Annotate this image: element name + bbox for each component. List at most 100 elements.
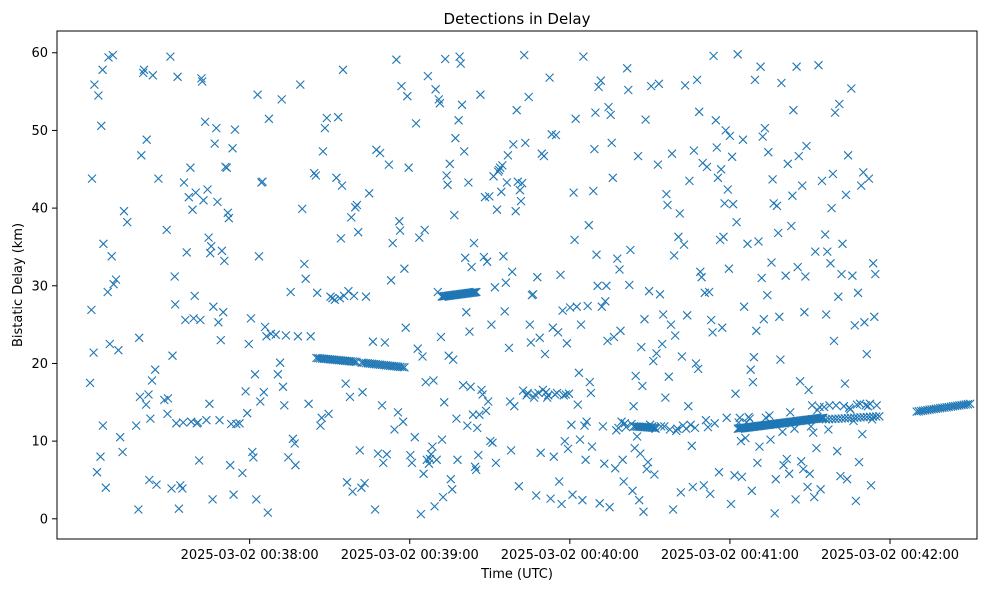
data-point <box>216 335 226 345</box>
data-point <box>664 372 674 382</box>
data-point <box>569 188 578 197</box>
data-point <box>828 169 838 179</box>
data-point <box>518 386 528 395</box>
data-point <box>146 414 155 423</box>
data-point <box>290 439 300 448</box>
data-point <box>714 467 724 477</box>
data-point <box>682 310 692 320</box>
data-point <box>571 114 581 124</box>
data-point <box>713 173 723 183</box>
data-point <box>621 422 631 432</box>
y-tick-label: 60 <box>31 46 48 61</box>
data-point <box>141 400 151 409</box>
data-point <box>709 51 718 61</box>
data-point <box>561 390 571 399</box>
data-point <box>779 460 788 470</box>
data-point <box>596 76 606 86</box>
data-point <box>810 247 820 256</box>
data-point <box>488 438 497 448</box>
data-point <box>218 307 228 317</box>
data-point <box>821 310 831 319</box>
data-point <box>85 378 95 388</box>
data-point <box>370 505 380 514</box>
data-point <box>738 135 748 145</box>
data-point <box>793 262 803 272</box>
data-point <box>855 399 865 409</box>
data-point <box>138 68 148 78</box>
data-point <box>591 108 600 117</box>
data-point <box>557 499 566 509</box>
data-point <box>318 147 328 156</box>
data-point <box>344 286 353 296</box>
data-point <box>600 296 610 306</box>
data-point <box>819 402 829 412</box>
data-point <box>711 115 721 125</box>
data-point <box>241 387 250 396</box>
data-point <box>825 401 834 410</box>
data-point <box>770 509 780 518</box>
data-point <box>108 50 118 60</box>
data-point <box>368 337 378 347</box>
data-point <box>410 432 420 442</box>
data-point <box>783 159 793 169</box>
data-point <box>748 377 758 387</box>
data-point <box>802 141 811 151</box>
data-point <box>390 425 399 434</box>
data-point <box>564 389 574 399</box>
data-point <box>559 390 569 400</box>
data-point <box>421 377 431 387</box>
data-point <box>553 328 563 337</box>
data-point <box>549 452 559 462</box>
data-point <box>560 436 570 446</box>
data-point <box>623 85 633 95</box>
data-point <box>652 349 661 358</box>
data-point <box>594 82 603 92</box>
data-point <box>446 474 456 484</box>
data-point <box>801 272 810 281</box>
data-point <box>816 484 825 494</box>
data-point <box>746 365 756 375</box>
data-point <box>675 209 685 218</box>
data-point <box>94 91 103 100</box>
data-point <box>209 302 218 312</box>
chart-title: Detections in Delay <box>444 10 591 28</box>
data-point <box>587 442 597 451</box>
data-point <box>845 404 855 414</box>
data-point <box>317 413 327 423</box>
data-point <box>250 369 260 379</box>
data-point <box>182 248 192 257</box>
data-point <box>195 315 205 325</box>
data-point <box>638 381 647 391</box>
data-point <box>827 203 836 213</box>
data-point <box>188 205 197 215</box>
data-point <box>776 355 785 364</box>
data-point <box>459 147 469 156</box>
data-point <box>693 364 703 374</box>
data-point <box>563 444 573 454</box>
data-point <box>590 144 599 154</box>
data-point <box>337 181 347 190</box>
data-point <box>656 422 666 431</box>
data-point <box>804 385 813 395</box>
data-point <box>105 339 115 349</box>
data-point <box>874 411 884 421</box>
data-point <box>721 126 731 135</box>
data-point <box>163 409 172 419</box>
data-point <box>870 269 880 279</box>
data-point <box>419 469 428 479</box>
data-point <box>364 188 374 198</box>
data-point <box>809 492 819 502</box>
y-axis-title: Bistatic Delay (km) <box>11 223 26 347</box>
data-point <box>144 475 154 485</box>
data-point <box>119 206 129 216</box>
data-point <box>646 81 656 91</box>
data-point <box>575 435 585 444</box>
data-point <box>469 238 479 248</box>
data-point <box>186 163 195 173</box>
data-point <box>96 452 105 462</box>
y-tick-label: 10 <box>31 435 48 450</box>
data-point <box>401 323 411 333</box>
data-point <box>679 240 689 249</box>
data-point <box>531 491 541 500</box>
data-point <box>725 131 735 141</box>
